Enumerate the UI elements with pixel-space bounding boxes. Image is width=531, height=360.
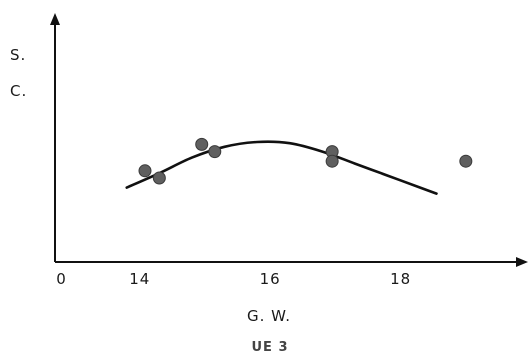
- y-axis-title-line: S.: [10, 46, 26, 64]
- data-point: [195, 137, 209, 151]
- figure-caption: UE 3: [251, 340, 288, 355]
- y-axis-title-line: C.: [10, 82, 27, 100]
- x-tick-label: 14: [129, 270, 150, 288]
- y-axis-title: S. C.: [10, 46, 27, 100]
- fit-curve: [125, 140, 438, 195]
- axes: [50, 13, 528, 267]
- x-axis-arrow: [516, 257, 528, 267]
- x-tick-labels: 0 14 16 18: [56, 270, 411, 288]
- data-point: [138, 164, 152, 178]
- data-point: [152, 171, 166, 185]
- plot-area: [125, 137, 473, 195]
- x-tick-label: 18: [390, 270, 411, 288]
- y-axis-arrow: [50, 13, 60, 25]
- x-tick-label: 0: [56, 270, 67, 288]
- x-axis-title: G. W.: [247, 307, 291, 325]
- data-point: [459, 154, 473, 168]
- x-tick-label: 16: [260, 270, 281, 288]
- data-point: [208, 145, 222, 159]
- data-point: [325, 154, 339, 168]
